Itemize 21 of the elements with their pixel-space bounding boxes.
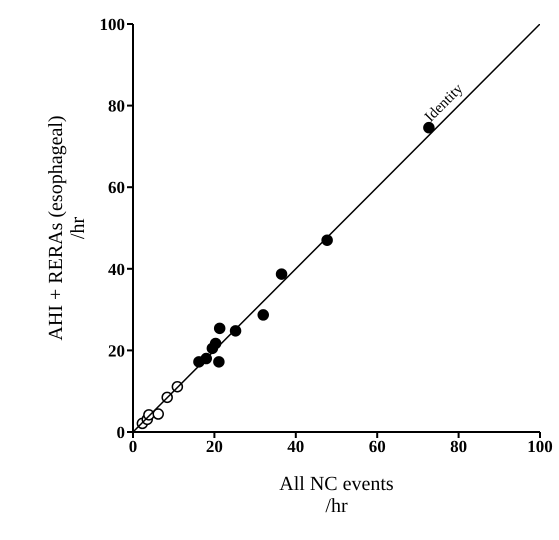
y-axis-title: AHI + RERAs (esophageal) /hr xyxy=(45,115,89,341)
x-tick-label: 100 xyxy=(527,437,553,456)
y-tick-label: 100 xyxy=(100,15,125,34)
point xyxy=(214,322,226,334)
point xyxy=(276,268,288,280)
y-tick-label: 60 xyxy=(108,178,125,198)
point xyxy=(423,122,435,134)
x-tick-label: 80 xyxy=(450,437,468,456)
x-axis-title: All NC events /hr xyxy=(279,473,394,517)
y-tick-label: 80 xyxy=(108,96,125,116)
point xyxy=(210,338,222,350)
y-tick-label: 20 xyxy=(108,341,125,360)
point xyxy=(213,356,225,368)
y-tick-label: 0 xyxy=(116,423,125,442)
x-tick-label: 20 xyxy=(206,437,223,456)
x-tick-label: 40 xyxy=(287,437,304,456)
x-tick-label: 60 xyxy=(368,437,386,456)
x-tick-label: 0 xyxy=(128,437,138,456)
point xyxy=(257,309,269,321)
y-tick-label: 40 xyxy=(108,260,125,279)
point xyxy=(152,408,164,420)
